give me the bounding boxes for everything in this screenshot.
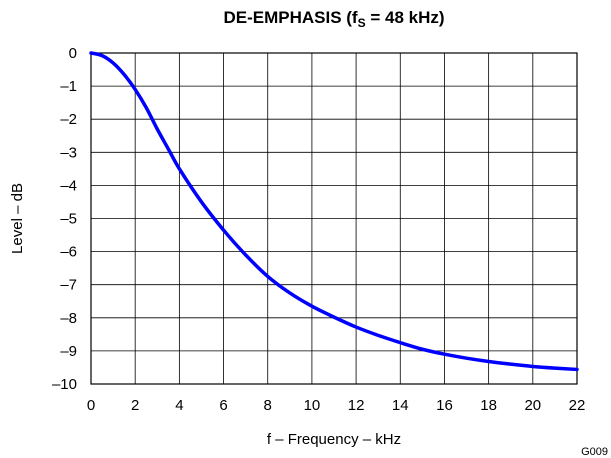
- plot-frame: [90, 52, 578, 385]
- x-tick-label: 8: [264, 397, 272, 414]
- x-tick-label: 0: [87, 397, 95, 414]
- figure-id: G009: [581, 446, 608, 458]
- y-tick-label: –1: [60, 78, 77, 95]
- x-tick-label: 14: [392, 397, 409, 414]
- x-tick-label: 4: [175, 397, 183, 414]
- chart-title: DE-EMPHASIS (fS = 48 kHz): [223, 8, 445, 30]
- y-tick-label: –10: [52, 376, 77, 393]
- series-line: [89, 51, 579, 372]
- x-tick-label: 20: [524, 397, 541, 414]
- y-tick-label: –2: [60, 111, 77, 128]
- x-tick-label: 2: [131, 397, 139, 414]
- grid: [90, 52, 578, 385]
- x-tick-label: 12: [348, 397, 365, 414]
- y-tick-label: –6: [60, 244, 77, 261]
- y-axis-label: Level – dB: [9, 183, 26, 254]
- x-tick-label: 16: [436, 397, 453, 414]
- y-tick-label: 0: [69, 45, 77, 62]
- y-tick-label: –5: [60, 211, 77, 228]
- x-tick-label: 18: [480, 397, 497, 414]
- y-tick-label: –8: [60, 310, 77, 327]
- y-tick-label: –3: [60, 144, 77, 161]
- x-axis-label: f – Frequency – kHz: [267, 431, 401, 448]
- x-tick-label: 22: [569, 397, 586, 414]
- x-tick-label: 6: [219, 397, 227, 414]
- x-tick-labels: 0 2 4 6 8 10 12 14 16 18 20 22: [87, 397, 586, 414]
- y-tick-labels: 0 –1 –2 –3 –4 –5 –6 –7 –8 –9 –10: [52, 45, 77, 393]
- y-tick-label: –7: [60, 277, 77, 294]
- y-tick-label: –9: [60, 343, 77, 360]
- x-tick-label: 10: [304, 397, 321, 414]
- y-tick-label: –4: [60, 177, 77, 194]
